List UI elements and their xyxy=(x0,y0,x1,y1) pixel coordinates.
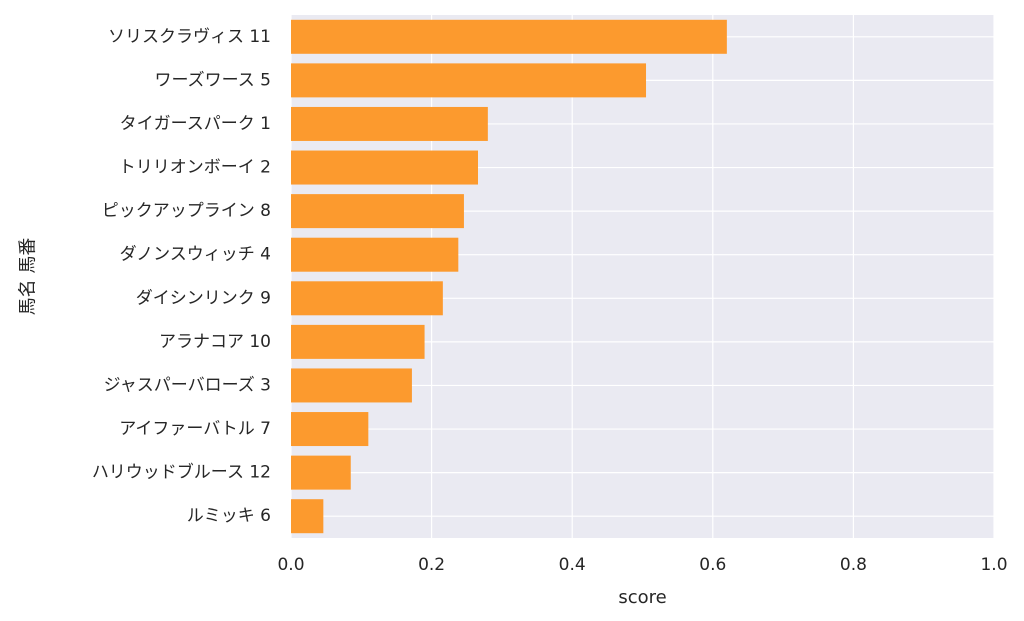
x-tick-label: 0.8 xyxy=(840,555,867,575)
bar xyxy=(291,368,412,403)
x-tick-label: 1.0 xyxy=(980,555,1007,575)
bars xyxy=(291,19,727,534)
y-tick-label: アイファーバトル 7 xyxy=(119,419,271,439)
y-tick-labels: ソリスクラヴィス 11 ワーズワース 5 タイガースパーク 1 トリリオンボーイ 2 ピ… xyxy=(92,27,271,526)
y-tick-label: ダイシンリンク 9 xyxy=(136,288,271,308)
y-tick-label: ダノンスウィッチ 4 xyxy=(120,245,271,265)
y-tick-label: ワーズワース 5 xyxy=(154,70,271,90)
x-tick-label: 0.6 xyxy=(699,555,726,575)
y-tick-label: ルミッキ 6 xyxy=(187,506,271,526)
y-tick-label: ソリスクラヴィス 11 xyxy=(108,27,271,47)
bar xyxy=(291,194,464,229)
y-tick-label: トリリオンボーイ 2 xyxy=(119,158,271,178)
y-tick-label: ジャスパーバローズ 3 xyxy=(104,375,271,395)
bar xyxy=(291,150,478,185)
bar xyxy=(291,106,488,141)
bar xyxy=(291,19,727,54)
bar xyxy=(291,455,351,490)
bar xyxy=(291,63,647,98)
bar xyxy=(291,324,425,359)
x-tick-label: 0.2 xyxy=(418,555,445,575)
x-axis-label: score xyxy=(618,587,666,608)
y-tick-label: ハリウッドブルース 12 xyxy=(92,462,271,483)
y-axis-label: 馬名 馬番 xyxy=(18,238,39,316)
y-tick-label: タイガースパーク 1 xyxy=(120,114,271,134)
bar xyxy=(291,237,459,272)
bar xyxy=(291,281,443,316)
x-tick-label: 0.4 xyxy=(559,555,586,575)
y-tick-label: アラナコア 10 xyxy=(159,332,271,352)
y-tick-label: ピックアップライン 8 xyxy=(102,201,271,221)
plot-area xyxy=(291,15,994,538)
x-tick-label: 0.0 xyxy=(277,555,304,575)
bar xyxy=(291,412,369,447)
bar xyxy=(291,499,324,534)
x-tick-labels: 0.0 0.2 0.4 0.6 0.8 1.0 xyxy=(277,555,1007,575)
